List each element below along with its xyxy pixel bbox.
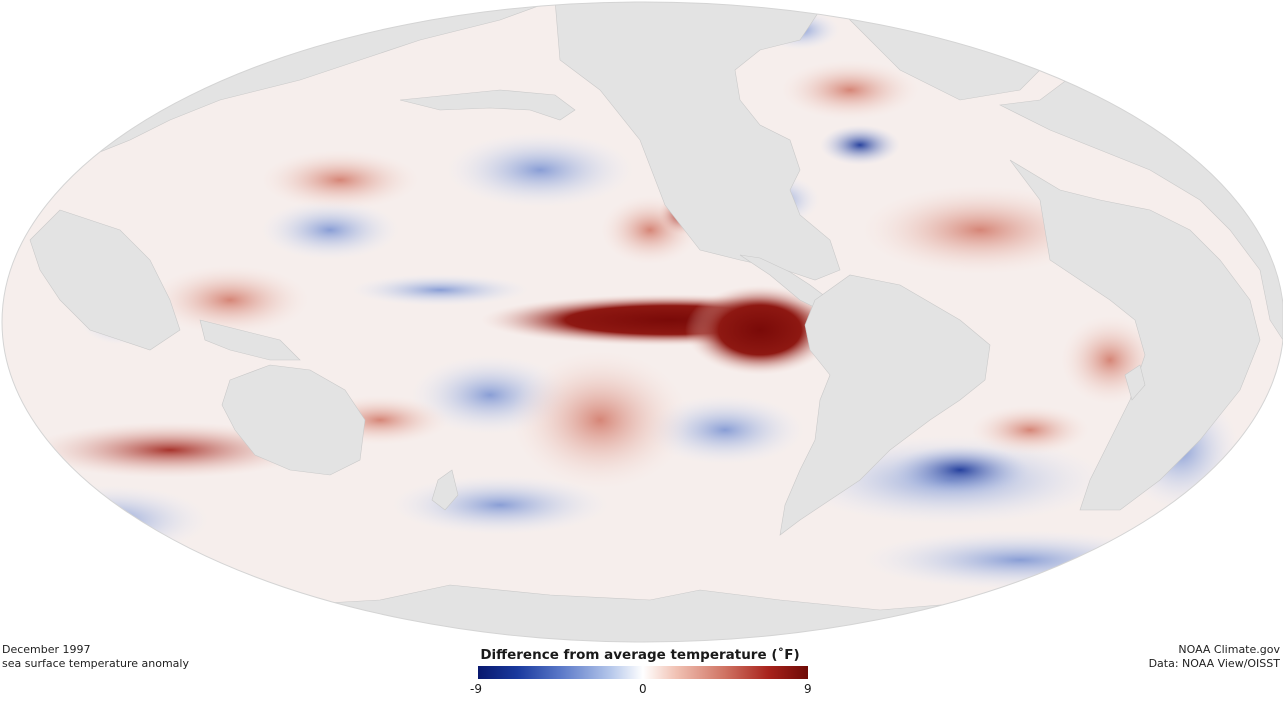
maritime-continent [199, 319, 301, 361]
credit-data: Data: NOAA View/OISST [1148, 657, 1280, 670]
madagascar [1124, 364, 1146, 401]
legend-title: Difference from average temperature (˚F) [480, 647, 800, 663]
south-america [779, 274, 991, 536]
globe-outline [1, 1, 1283, 643]
credit-source: NOAA Climate.gov [1178, 643, 1280, 656]
legend-color-bar [478, 666, 808, 679]
alaska [399, 89, 576, 121]
east-asia [29, 209, 181, 351]
map-caption: December 1997 sea surface temperature an… [2, 643, 189, 671]
credit-block: NOAA Climate.gov Data: NOAA View/OISST [1149, 643, 1280, 671]
australia [221, 364, 366, 476]
new-zealand [431, 469, 459, 511]
africa [1009, 159, 1261, 511]
date-label: December 1997 [2, 643, 91, 656]
legend-max-label: 9 [804, 682, 812, 696]
north-america [554, 2, 841, 281]
subtitle-label: sea surface temperature anomaly [2, 657, 189, 670]
legend-mid-label: 0 [639, 682, 647, 696]
legend-min-label: -9 [470, 682, 482, 696]
sst-anomaly-map [1, 1, 1283, 643]
